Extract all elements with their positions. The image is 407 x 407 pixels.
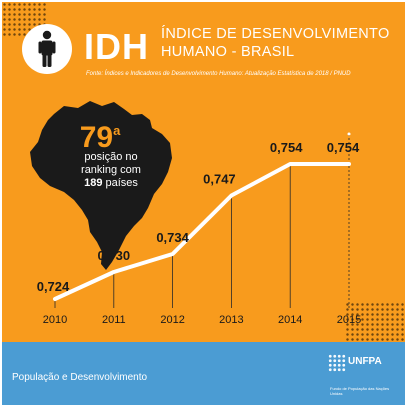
title-line-2: HUMANO - BRASIL — [161, 44, 295, 60]
footer-label: População e Desenvolvimento — [12, 372, 148, 383]
footer-bar: População e Desenvolvimento UNFPA Fundo … — [2, 342, 405, 405]
unfpa-dots-icon — [328, 354, 346, 372]
data-point-2012 — [171, 252, 175, 256]
infographic-panel: IDH ÍNDICE DE DESENVOLVIMENTO HUMANO - B… — [2, 2, 405, 342]
data-label-2013: 0,747 — [203, 172, 236, 187]
x-tick-2015: 2015 — [337, 314, 361, 326]
data-point-2010 — [53, 297, 57, 301]
x-tick-2011: 2011 — [102, 314, 126, 326]
ranking-text-line-2: ranking com — [81, 164, 141, 176]
data-label-2012: 0,734 — [156, 230, 189, 245]
unfpa-subtitle: Fundo de População das Nações Unidas — [330, 386, 390, 396]
idh-line-chart: 79a posição no ranking com 189 países 0,… — [30, 101, 361, 326]
unfpa-logo: UNFPA — [348, 356, 382, 367]
dot-pattern-bottom-right — [345, 302, 405, 342]
ranking-position: 79a — [80, 121, 121, 154]
data-point-2011 — [112, 270, 116, 274]
acronym-title: IDH — [84, 26, 149, 67]
ranking-text-line-1: posição no — [84, 151, 137, 163]
data-point-2014 — [288, 162, 292, 166]
x-tick-2010: 2010 — [43, 314, 67, 326]
x-tick-2013: 2013 — [219, 314, 243, 326]
x-tick-2014: 2014 — [278, 314, 302, 326]
gridline-end-dot — [347, 132, 351, 136]
data-label-2010: 0,724 — [37, 279, 70, 294]
person-icon — [22, 24, 72, 74]
source-note: Fonte: Índices e Indicadores de Desenvol… — [86, 71, 351, 77]
data-label-2011: 0,730 — [98, 248, 131, 263]
title-line-1: ÍNDICE DE DESENVOLVIMENTO — [161, 26, 390, 42]
data-label-2014: 0,754 — [270, 140, 303, 155]
data-point-2013 — [229, 193, 233, 198]
data-label-2015: 0,754 — [327, 140, 360, 155]
ranking-text-line-3: 189 países — [84, 177, 138, 189]
x-tick-2012: 2012 — [160, 314, 184, 326]
idh-series-line — [53, 162, 351, 301]
data-point-2015 — [347, 162, 351, 166]
brazil-map-icon — [30, 101, 172, 270]
